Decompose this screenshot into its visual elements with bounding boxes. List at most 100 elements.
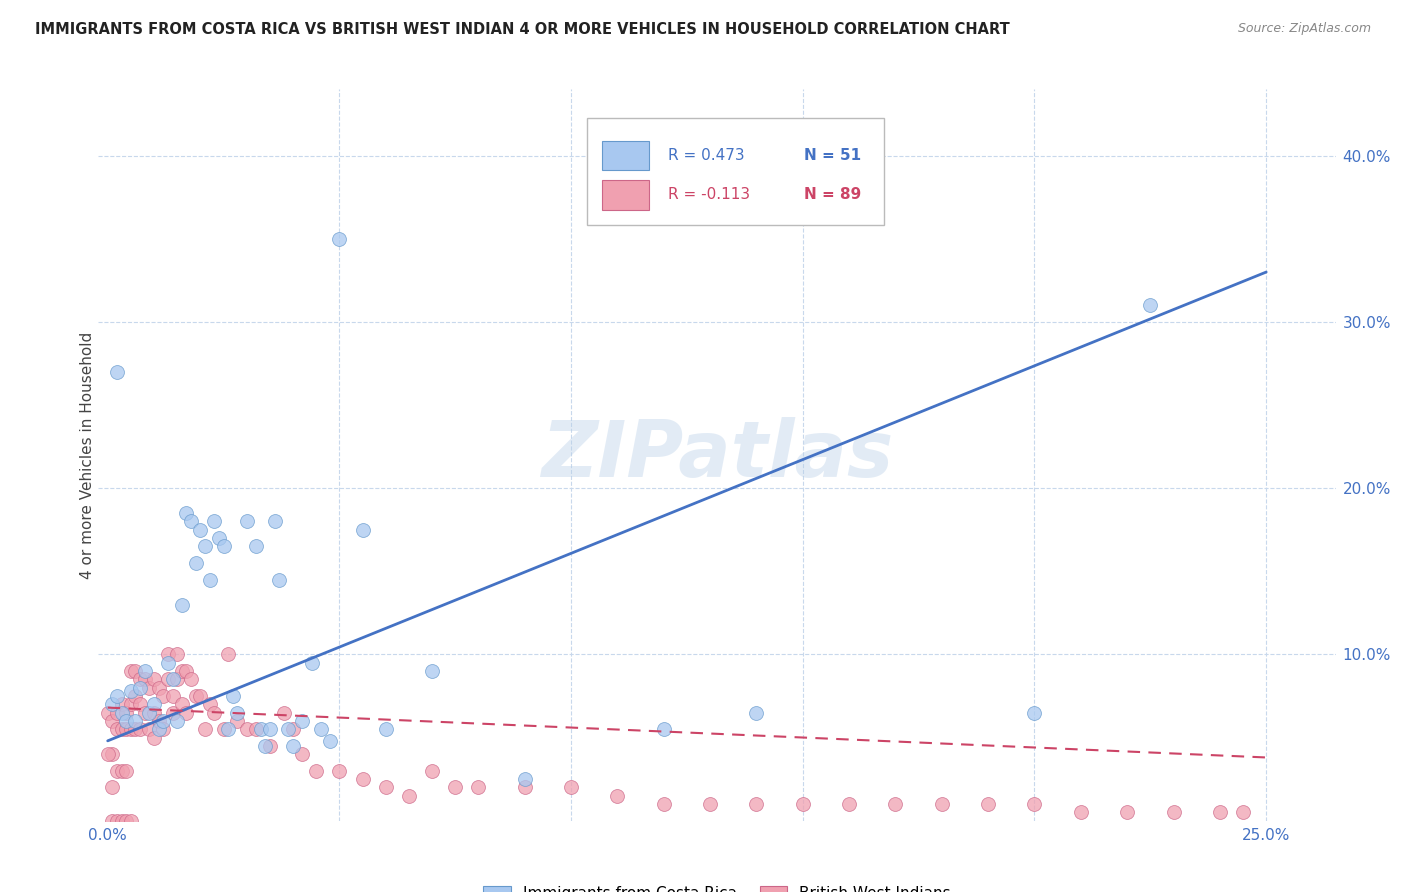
Point — [129, 673, 152, 687]
Point — [176, 706, 198, 720]
Point — [277, 723, 299, 737]
Point — [166, 673, 188, 687]
Point — [148, 714, 170, 728]
Point — [138, 681, 160, 695]
Point — [110, 764, 132, 778]
Point — [184, 556, 207, 570]
Point — [513, 780, 536, 795]
Point — [1070, 805, 1092, 820]
Point — [281, 739, 304, 753]
Y-axis label: 4 or more Vehicles in Household: 4 or more Vehicles in Household — [80, 331, 94, 579]
Point — [194, 723, 217, 737]
Point — [120, 723, 142, 737]
Point — [420, 664, 443, 678]
Point — [1024, 797, 1046, 811]
Point — [120, 698, 142, 712]
Point — [1232, 805, 1254, 820]
FancyBboxPatch shape — [602, 141, 650, 170]
Point — [217, 648, 239, 662]
Point — [180, 673, 202, 687]
Point — [180, 515, 202, 529]
Point — [110, 698, 132, 712]
Point — [301, 656, 323, 670]
Point — [328, 232, 350, 246]
Point — [115, 723, 138, 737]
Point — [176, 506, 198, 520]
Point — [931, 797, 953, 811]
Point — [226, 706, 249, 720]
Point — [198, 698, 221, 712]
Point — [352, 772, 374, 786]
Point — [105, 764, 128, 778]
Point — [143, 673, 166, 687]
Point — [170, 598, 193, 612]
Point — [134, 664, 156, 678]
Point — [222, 689, 245, 703]
Point — [105, 723, 128, 737]
Point — [148, 681, 170, 695]
Point — [115, 706, 138, 720]
Point — [217, 723, 239, 737]
Point — [194, 539, 217, 553]
Point — [249, 723, 271, 737]
Point — [120, 814, 142, 828]
Point — [105, 814, 128, 828]
Point — [208, 531, 231, 545]
Point — [198, 573, 221, 587]
Point — [176, 664, 198, 678]
Point — [115, 764, 138, 778]
Point — [745, 797, 768, 811]
Point — [170, 698, 193, 712]
Text: ZIPatlas: ZIPatlas — [541, 417, 893, 493]
Point — [162, 673, 184, 687]
Point — [152, 689, 174, 703]
Point — [97, 747, 120, 761]
Point — [328, 764, 350, 778]
Point — [129, 698, 152, 712]
Point — [699, 797, 721, 811]
Point — [1163, 805, 1185, 820]
Point — [352, 523, 374, 537]
Point — [105, 706, 128, 720]
Point — [156, 656, 179, 670]
Point — [190, 523, 212, 537]
Point — [291, 714, 314, 728]
Point — [884, 797, 907, 811]
Point — [143, 698, 166, 712]
Point — [745, 706, 768, 720]
Point — [273, 706, 295, 720]
Point — [281, 723, 304, 737]
Point — [245, 539, 267, 553]
Point — [120, 664, 142, 678]
Point — [156, 648, 179, 662]
Point — [101, 780, 124, 795]
Point — [259, 739, 281, 753]
Point — [374, 723, 396, 737]
Point — [110, 723, 132, 737]
Point — [101, 747, 124, 761]
FancyBboxPatch shape — [588, 119, 884, 225]
Point — [305, 764, 328, 778]
Point — [184, 689, 207, 703]
Point — [254, 739, 277, 753]
Point — [129, 681, 152, 695]
Point — [309, 723, 332, 737]
Point — [467, 780, 489, 795]
Point — [110, 814, 132, 828]
Point — [202, 515, 225, 529]
Point — [129, 723, 152, 737]
Point — [291, 747, 314, 761]
Point — [105, 689, 128, 703]
Point — [259, 723, 281, 737]
Point — [398, 789, 420, 803]
Point — [138, 706, 160, 720]
Point — [212, 723, 235, 737]
Point — [202, 706, 225, 720]
Point — [156, 673, 179, 687]
Point — [152, 714, 174, 728]
Point — [134, 706, 156, 720]
Point — [124, 689, 146, 703]
Point — [124, 664, 146, 678]
Point — [652, 723, 675, 737]
Point — [101, 814, 124, 828]
